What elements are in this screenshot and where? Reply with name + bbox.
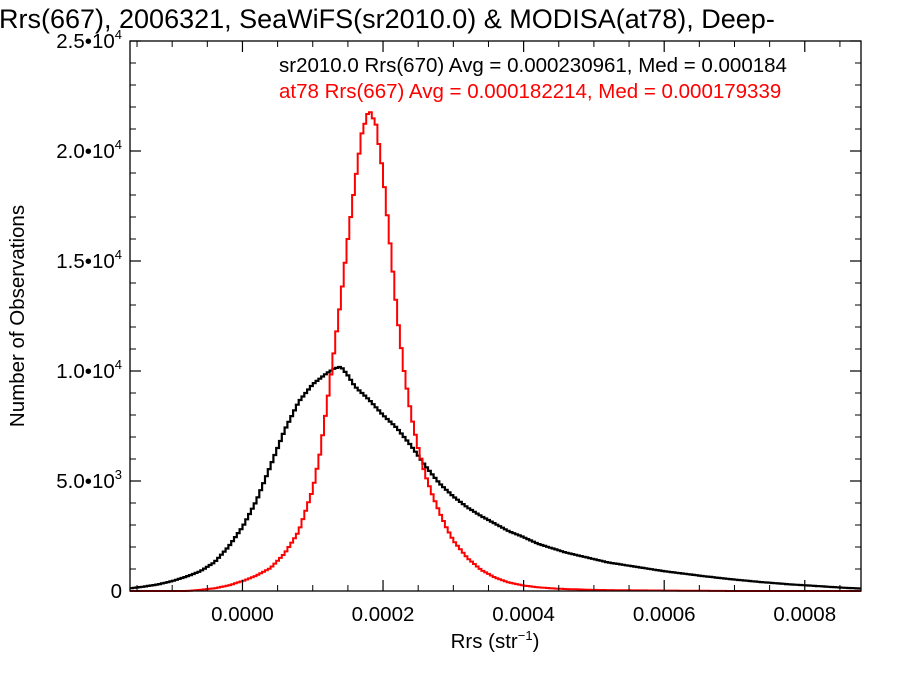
- y-tick-label-mantissa: 5.0•10: [56, 470, 114, 493]
- y-tick-label-exponent: 4: [115, 357, 122, 372]
- y-tick-label: 2.5•104: [56, 27, 122, 53]
- series-0-histogram-line: [130, 365, 861, 590]
- y-tick-label-exponent: 4: [115, 27, 122, 42]
- x-tick-label: 0.0008: [773, 603, 836, 626]
- y-tick-label-exponent: 4: [115, 137, 122, 152]
- y-tick-label: 1.0•104: [56, 357, 122, 383]
- axes-layer: 0.0000 0.0002 0.0004 0.0006 0.0008 0 5.0•103 1.…: [56, 27, 861, 626]
- y-tick-label-exponent: 3: [115, 467, 122, 482]
- x-axis-title-close: ): [533, 630, 540, 653]
- x-tick-label: 0.0006: [633, 603, 696, 626]
- y-tick-label: 1.5•104: [56, 247, 122, 273]
- y-axis-title: Number of Observations: [6, 205, 29, 427]
- y-tick-label-mantissa: 0: [111, 580, 122, 603]
- y-tick-label-mantissa: 2.0•10: [56, 140, 114, 163]
- chart-title: Rrs(667), 2006321, SeaWiFS(sr2010.0) & M…: [0, 4, 775, 34]
- legend-annotation-at78: at78 Rrs(667) Avg = 0.000182214, Med = 0…: [279, 80, 781, 103]
- y-tick-label-mantissa: 2.5•10: [56, 30, 114, 53]
- y-tick-label-mantissa: 1.0•10: [56, 360, 114, 383]
- y-tick-label: 5.0•103: [56, 467, 122, 493]
- y-tick-label: 0: [111, 580, 122, 603]
- x-axis-title-superscript: −1: [518, 628, 533, 643]
- y-tick-label-mantissa: 1.5•10: [56, 250, 114, 273]
- x-tick-label: 0.0004: [492, 603, 555, 626]
- y-tick-label: 2.0•104: [56, 137, 122, 163]
- y-tick-label-exponent: 4: [115, 247, 122, 262]
- x-tick-label: 0.0002: [352, 603, 415, 626]
- plot-frame: [129, 40, 862, 592]
- x-axis-title: Rrs (str−1): [451, 628, 540, 653]
- x-axis-title-text: Rrs (str: [451, 630, 518, 653]
- legend-annotation-sr2010: sr2010.0 Rrs(670) Avg = 0.000230961, Med…: [279, 54, 787, 77]
- x-tick-label: 0.0000: [211, 603, 274, 626]
